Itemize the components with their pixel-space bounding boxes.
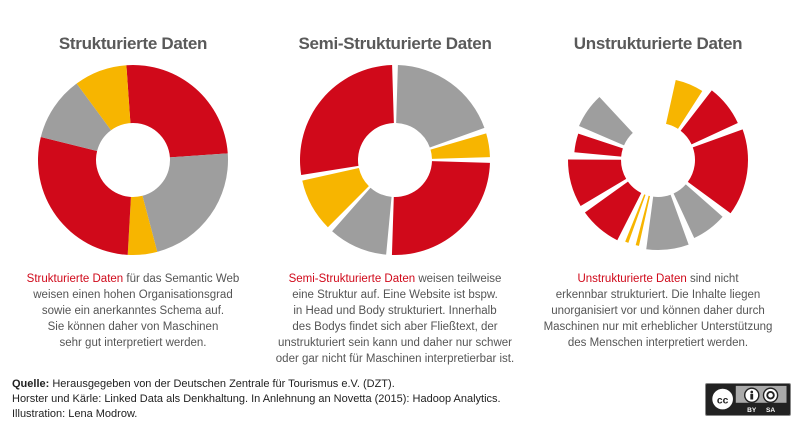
title-unstructured: Unstrukturierte Daten	[573, 34, 743, 53]
donut-segment-gray	[40, 83, 112, 152]
desc-line: eine Struktur auf. Eine Website ist bspw…	[292, 289, 498, 301]
desc-line: unstrukturiert sein kann und daher nur s…	[278, 337, 512, 349]
donut-segment-red	[300, 65, 394, 175]
desc-unstructured: Unstrukturierte Daten sind nicht erkennb…	[525, 271, 791, 351]
desc-text: sind nicht	[686, 273, 739, 285]
desc-line: weisen einen hohen Organisationsgrad	[33, 289, 233, 301]
donut-unstructured	[568, 79, 748, 250]
sa-label: SA	[766, 407, 775, 414]
source-label: Quelle:	[12, 378, 50, 390]
donut-segment-red	[687, 129, 748, 214]
desc-line: Sie können daher von Maschinen	[47, 321, 219, 333]
donut-segment-yellow	[430, 133, 490, 159]
source-footer: Quelle: Herausgegeben von der Deutschen …	[12, 377, 501, 422]
title-structured: Strukturierte Daten	[58, 34, 208, 53]
donut-segment-red	[574, 133, 623, 157]
donut-segment-gray	[673, 184, 723, 239]
sa-icon	[762, 387, 779, 404]
donut-segment-gray	[142, 153, 229, 252]
donut-segment-yellow	[625, 194, 646, 243]
donut-segment-yellow	[635, 195, 650, 246]
donut-segment-red	[680, 90, 738, 145]
donut-segment-gray	[332, 187, 392, 255]
desc-semi-structured: Semi-Strukturierte Daten weisen teilweis…	[262, 271, 528, 367]
donut-segment-red	[126, 65, 228, 158]
desc-line: Maschinen nur mit erheblicher Unterstütz…	[543, 321, 773, 333]
desc-line: sowie ein anerkanntes Schema auf.	[41, 305, 225, 317]
donut-segment-gray	[579, 97, 633, 146]
donut-segment-gray	[396, 65, 485, 148]
by-label: BY	[747, 407, 757, 414]
donut-segment-red	[391, 161, 490, 255]
donut-segment-yellow	[127, 195, 158, 255]
donut-segment-yellow	[666, 79, 703, 129]
desc-text: weisen teilweise	[415, 273, 502, 285]
desc-line: in Head und Body strukturiert. Innerhalb	[293, 305, 497, 317]
desc-line: unorganisiert vor und können daher durch	[551, 305, 765, 317]
desc-highlight: Unstrukturierte Daten	[577, 273, 687, 285]
desc-line: des Menschen interpretiert werden.	[567, 337, 749, 349]
donut-segment-yellow	[76, 65, 131, 131]
desc-highlight: Strukturierte Daten	[26, 273, 124, 285]
desc-line: des Bodys findet sich aber Fließtext, de…	[292, 321, 498, 333]
illustration-credit: Illustration: Lena Modrow.	[12, 408, 138, 420]
donut-segment-gray	[646, 194, 689, 250]
desc-line: erkennbar strukturiert. Die Inhalte lieg…	[555, 289, 761, 301]
donut-structured	[37, 65, 229, 255]
donut-semi-structured	[300, 65, 490, 255]
cc-label: cc	[717, 395, 729, 406]
donut-segment-red	[568, 159, 627, 206]
cc-by-sa-license-icon[interactable]: cc BY SA	[705, 383, 791, 416]
desc-structured: Strukturierte Daten für das Semantic Web…	[0, 271, 266, 351]
donut-segment-red	[584, 181, 642, 241]
donut-segment-red	[37, 137, 131, 255]
desc-highlight: Semi-Strukturierte Daten	[288, 273, 416, 285]
desc-text: für das Semantic Web	[123, 273, 240, 285]
source-line: Horster und Kärle: Linked Data als Denkh…	[12, 393, 501, 405]
donut-segment-yellow	[302, 168, 369, 228]
title-semi-structured: Semi-Strukturierte Daten	[298, 34, 492, 53]
desc-line: sehr gut interpretiert werden.	[59, 337, 207, 349]
source-line: Herausgegeben von der Deutschen Zentrale…	[49, 378, 395, 390]
desc-line: oder gar nicht für Maschinen interpretie…	[275, 353, 515, 365]
